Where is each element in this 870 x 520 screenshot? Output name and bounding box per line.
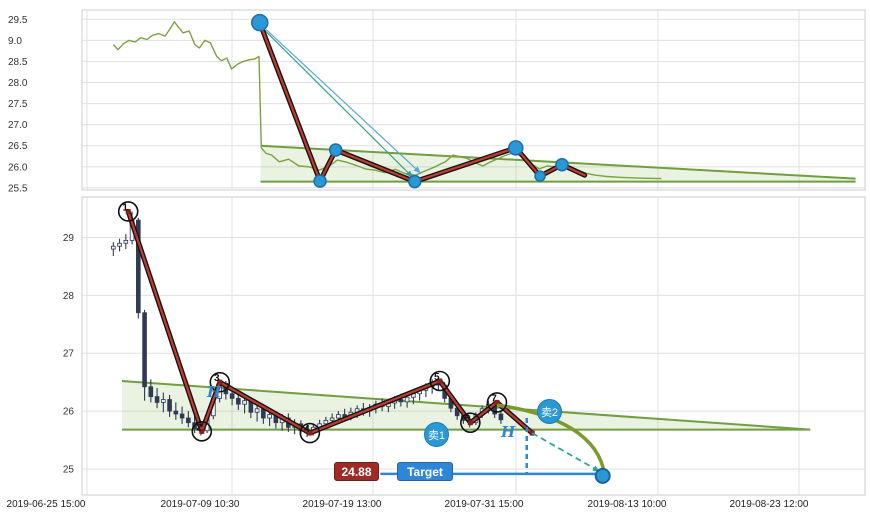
sell2-signal-marker: 卖2 — [537, 399, 562, 424]
pivot-dot — [250, 13, 269, 32]
pivot-dot — [328, 143, 343, 157]
pivot-dot — [555, 157, 569, 172]
grid — [81, 196, 866, 496]
svg-text:3: 3 — [214, 373, 220, 384]
svg-text:7: 7 — [491, 393, 497, 404]
y-axis-tick-labels: 29.5 9.0 28.5 28.0 27.5 27.0 26.5 26.0 25.5 — [8, 15, 28, 195]
pivot-dot — [313, 174, 327, 188]
sell1-signal-marker: 卖1 — [424, 422, 449, 447]
x-axis-label: 2019-07-31 15:00 — [444, 499, 524, 510]
x-axis-label: 2019-06-25 15:00 — [6, 499, 86, 510]
pivot-dot — [408, 174, 422, 189]
trend-arrow — [265, 28, 422, 174]
forecast-curve — [496, 403, 607, 476]
svg-text:25.5: 25.5 — [8, 183, 28, 194]
svg-text:28.5: 28.5 — [8, 57, 28, 68]
svg-text:9.0: 9.0 — [8, 36, 22, 47]
y-axis-tick-labels: 29 28 27 26 25 — [63, 233, 75, 475]
svg-text:27.5: 27.5 — [8, 99, 28, 110]
svg-text:29: 29 — [63, 233, 75, 244]
wave-number-circles: 1 2 3 4 5 6 7 — [117, 201, 508, 444]
svg-text:28: 28 — [63, 291, 75, 302]
svg-text:4: 4 — [304, 424, 310, 435]
h-measure-label-2: H — [501, 423, 516, 441]
x-axis-label: 2019-08-13 10:00 — [587, 499, 667, 510]
svg-text:27: 27 — [63, 349, 75, 360]
target-end-dot — [594, 467, 611, 484]
target-label-badge: Target — [397, 462, 453, 481]
x-axis-label: 2019-07-09 10:30 — [160, 499, 240, 510]
svg-text:26: 26 — [63, 407, 75, 418]
svg-text:1: 1 — [122, 202, 128, 213]
svg-text:29.5: 29.5 — [8, 15, 28, 26]
svg-text:28.0: 28.0 — [8, 78, 28, 89]
svg-text:26.0: 26.0 — [8, 162, 28, 173]
x-axis-label: 2019-08-23 12:00 — [729, 499, 809, 510]
target-price-badge: 24.88 — [334, 462, 379, 481]
svg-text:27.0: 27.0 — [8, 120, 28, 131]
svg-text:25: 25 — [63, 464, 75, 475]
svg-text:26.5: 26.5 — [8, 141, 28, 152]
h-measure-label-1: H — [207, 383, 222, 401]
x-axis-label: 2019-07-19 13:00 — [302, 499, 382, 510]
pivot-dot — [534, 170, 546, 182]
svg-text:5: 5 — [434, 372, 440, 383]
pivot-dot — [508, 140, 524, 156]
svg-text:6: 6 — [465, 414, 471, 425]
svg-text:2: 2 — [196, 422, 202, 433]
